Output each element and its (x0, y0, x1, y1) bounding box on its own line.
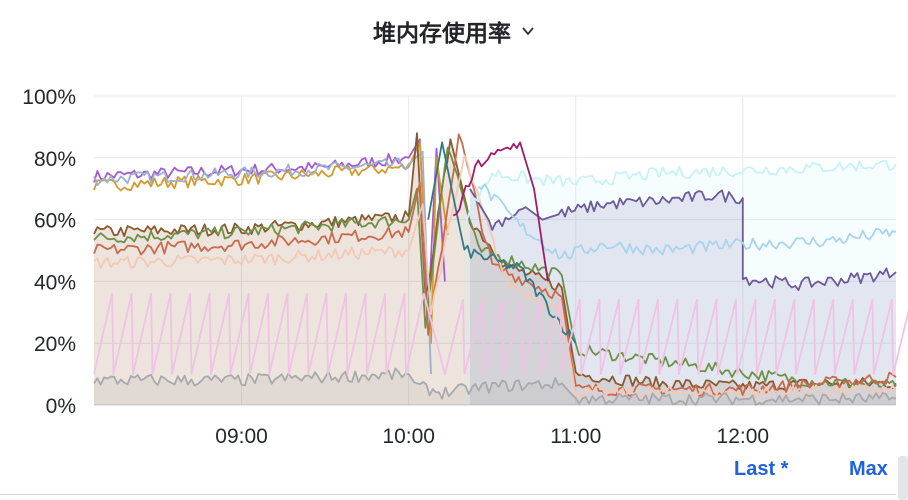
series-line-8 (469, 188, 897, 291)
divider (0, 494, 896, 495)
y-tick-label: 100% (22, 86, 76, 109)
series-line-11 (452, 141, 549, 282)
x-tick-label: 10:00 (382, 425, 435, 448)
series-areas (94, 133, 896, 405)
x-tick-label: 12:00 (717, 425, 770, 448)
panel-header: 堆内存使用率 (0, 0, 908, 62)
scrollbar[interactable] (898, 456, 908, 500)
legend-bar: Last * Max (0, 452, 908, 490)
series-line-1 (93, 141, 449, 345)
series-line-3 (93, 132, 897, 392)
series-area-12 (94, 368, 896, 405)
y-tick-label: 0% (46, 395, 76, 418)
legend-sort-max[interactable]: Max (849, 458, 888, 480)
series-area-3 (94, 133, 896, 405)
panel-title: 堆内存使用率 (373, 21, 511, 47)
series-line-9 (463, 160, 897, 226)
series-line-5 (93, 133, 897, 397)
y-tick-label: 20% (34, 333, 76, 356)
heap-usage-chart: 0% 20% 40% 60% 80% 100% 09:00 10:00 11:00 12:00 (22, 86, 908, 448)
x-axis: 09:00 10:00 11:00 12:00 (215, 425, 769, 448)
y-tick-label: 60% (34, 210, 76, 233)
x-tick-label: 11:00 (550, 425, 601, 448)
x-tick-label: 09:00 (215, 425, 268, 448)
y-tick-label: 40% (34, 271, 76, 294)
series-line-12 (93, 367, 897, 406)
legend-sort-last[interactable]: Last * (734, 458, 789, 480)
grid (94, 95, 896, 406)
series-line-10 (477, 183, 897, 260)
series-line-6 (93, 154, 897, 400)
panel-title-menu[interactable]: 堆内存使用率 (373, 14, 535, 48)
series-line-7 (427, 141, 577, 344)
y-tick-label: 80% (34, 148, 76, 171)
chevron-down-icon (522, 27, 534, 36)
series-line-0 (93, 138, 446, 314)
y-axis: 0% 20% 40% 60% 80% 100% (22, 86, 76, 418)
series-line-13 (93, 292, 908, 375)
series-line-2 (93, 150, 432, 375)
series-area-8 (469, 188, 896, 405)
series-area-9 (464, 160, 896, 405)
series-lines (93, 132, 908, 406)
